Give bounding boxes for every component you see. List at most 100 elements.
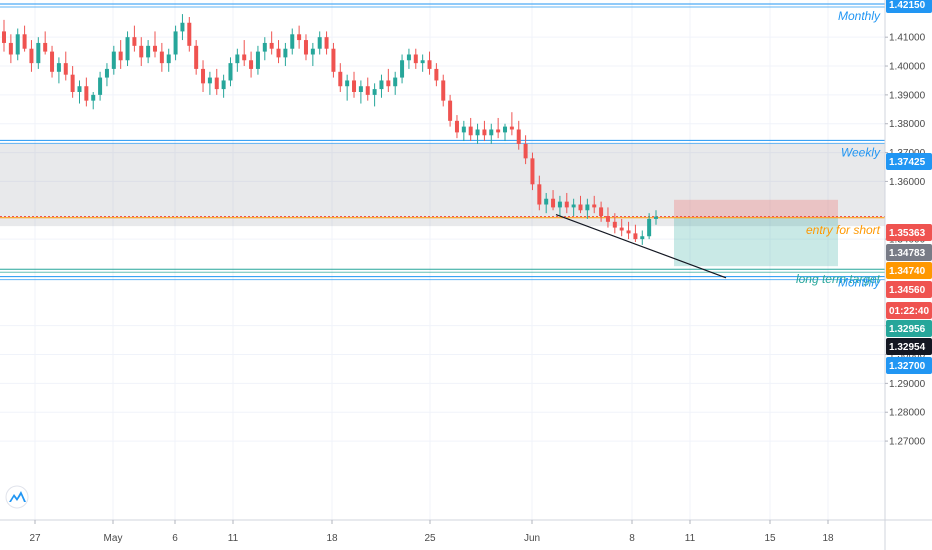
candle-body (77, 86, 82, 92)
time-tick-label: Jun (524, 533, 540, 544)
price-tag-box (886, 338, 932, 355)
candle-body (386, 80, 391, 87)
candle (345, 74, 350, 101)
candle-body (496, 129, 501, 133)
candle (509, 112, 514, 136)
candle-body (187, 22, 192, 46)
candle-body (379, 80, 384, 90)
price-tag-label: 1.34783 (889, 248, 926, 259)
candle-body (482, 129, 487, 136)
candle (146, 40, 151, 64)
price-tag: 1.35363 (886, 224, 932, 241)
price-tag-label: 1.32700 (889, 361, 926, 372)
price-tags: 1.42150 1.37425 1.35363 1.34783 1.34740 1.345… (886, 0, 932, 374)
price-tag: 1.42150 (886, 0, 932, 13)
time-tick-label: 11 (685, 533, 696, 544)
candle-body (249, 60, 254, 69)
candle-body (633, 233, 638, 240)
candle-body (180, 22, 185, 32)
trendline[interactable] (555, 214, 727, 279)
stop-loss-zone (674, 199, 838, 218)
candle (496, 117, 501, 139)
candle (516, 120, 521, 150)
candle (372, 83, 377, 107)
price-tick-label: 1.41000 (889, 33, 926, 44)
short-position-tool[interactable] (674, 199, 838, 267)
candle (413, 48, 418, 69)
candle-body (503, 126, 508, 133)
candle (317, 31, 322, 55)
candle (125, 31, 130, 67)
candle (564, 192, 569, 214)
candle (352, 71, 357, 98)
candle (84, 77, 89, 107)
candle (8, 34, 13, 64)
candle (393, 71, 398, 95)
candle-body (2, 31, 6, 43)
candle-body (221, 80, 226, 90)
candle-body (283, 48, 288, 58)
candle (262, 37, 267, 61)
candle-body (139, 45, 144, 58)
candle (173, 25, 178, 61)
candle (139, 37, 144, 67)
candle-body (626, 230, 631, 234)
candle-body (317, 37, 322, 49)
price-tag-label: 1.32954 (889, 342, 926, 353)
price-tag: 1.32954 (886, 338, 932, 355)
candle (619, 218, 624, 237)
time-tick-label: 11 (228, 533, 239, 544)
candle (22, 25, 27, 52)
candle-body (365, 86, 370, 95)
candle-body (441, 80, 446, 101)
price-tick-label: 1.36000 (889, 177, 926, 188)
price-tick-label: 1.38000 (889, 119, 926, 130)
candle (400, 54, 405, 84)
candle (118, 40, 123, 69)
candle (338, 63, 343, 92)
candle (605, 207, 610, 228)
candle-body (434, 68, 439, 81)
price-tag: 1.32700 (886, 357, 932, 374)
candle (365, 77, 370, 101)
price-tag: 1.32956 (886, 320, 932, 337)
candle (544, 192, 549, 214)
candle-body (530, 158, 535, 185)
price-tag: 1.34740 (886, 262, 932, 279)
candle-body (468, 126, 473, 136)
candle (180, 14, 185, 41)
candle (36, 37, 41, 69)
candle-body (338, 71, 343, 87)
tradingview-logo-icon[interactable] (5, 485, 29, 509)
candle (63, 51, 68, 81)
time-axis[interactable]: 27 May 6 11 18 25 Jun 8 11 15 18 (29, 520, 834, 544)
price-tick-label: 1.40000 (889, 62, 926, 73)
price-tag-box (886, 357, 932, 374)
candle-body (571, 204, 576, 208)
candle (406, 48, 411, 69)
candle-body (578, 204, 583, 211)
candle-body (63, 63, 68, 75)
candle-body (454, 120, 459, 133)
candle (420, 54, 425, 72)
candle-body (400, 60, 405, 78)
price-tag-label: 1.37425 (889, 157, 926, 168)
candle-body (98, 77, 103, 95)
candle-body (111, 51, 116, 69)
candle-body (91, 94, 96, 101)
candle (50, 45, 55, 78)
candle-body (420, 60, 425, 64)
annotation-label: Monthly (838, 9, 881, 23)
candle (207, 71, 212, 95)
candle-body (612, 221, 617, 228)
candle (626, 221, 631, 240)
time-tick-label: 25 (424, 533, 436, 544)
candle-body (461, 126, 466, 133)
price-tick-label: 1.39000 (889, 90, 926, 101)
candle (187, 16, 192, 52)
candle-body (413, 54, 418, 64)
candle (221, 74, 226, 98)
candle-body (152, 45, 157, 52)
candle-body (406, 54, 411, 61)
